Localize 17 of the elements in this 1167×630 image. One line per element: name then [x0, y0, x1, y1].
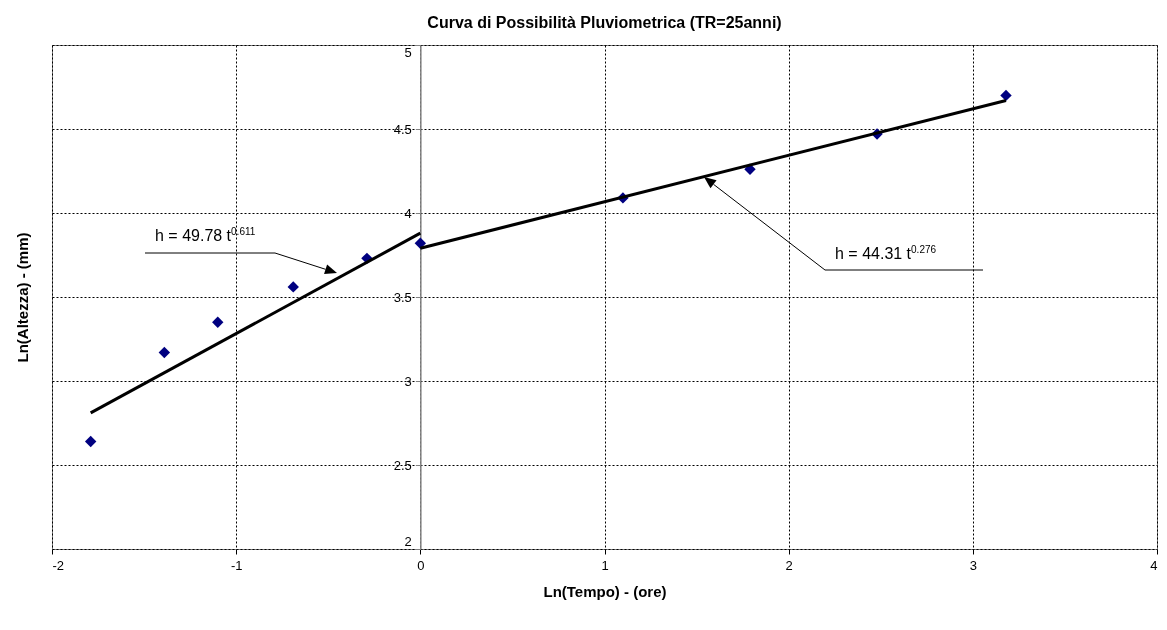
- chart-title: Curva di Possibilità Pluviometrica (TR=25anni): [427, 13, 782, 31]
- annotation: h = 49.78 t$^{0.611}$: [155, 226, 256, 245]
- x-tick-label: -2: [52, 557, 65, 573]
- x-tick-label: -1: [230, 557, 243, 573]
- y-tick-label: 3: [404, 373, 412, 389]
- x-tick-label: 0: [417, 557, 425, 573]
- x-tick-label: 2: [785, 557, 793, 573]
- y-tick-label: 2: [404, 533, 412, 549]
- x-axis-title: Ln(Tempo) - (ore): [543, 582, 667, 600]
- x-tick-label: 3: [969, 557, 977, 573]
- x-tick-label: 1: [601, 557, 609, 573]
- y-tick-label: 2.5: [393, 457, 412, 473]
- annotation: h = 44.31 t$^{0.276}$: [835, 244, 937, 263]
- x-tick-label: 4: [1150, 557, 1158, 573]
- y-tick-label: 4.5: [393, 121, 412, 137]
- y-axis-title: Ln(Altezza) - (mm): [13, 232, 31, 363]
- y-tick-label: 5: [404, 44, 412, 60]
